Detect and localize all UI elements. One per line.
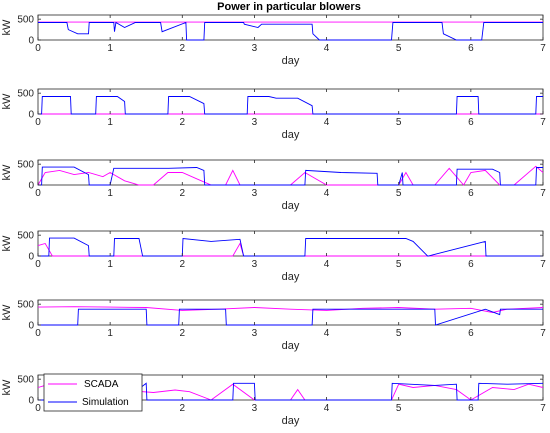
x-tick-label: 4 — [324, 117, 330, 128]
x-tick-label: 5 — [396, 403, 402, 414]
subplot-2: 0 1 2 3 4 5 6 7 0 500 day kW — [1, 88, 546, 141]
legend-label-simulation: Simulation — [82, 397, 129, 408]
axes-box — [37, 159, 544, 186]
y-axis-label: kW — [1, 379, 13, 396]
x-tick-label: 7 — [540, 259, 546, 270]
x-tick-label: 0 — [35, 259, 41, 270]
x-axis-label: day — [282, 129, 300, 141]
x-tick-label: 2 — [180, 188, 186, 199]
x-tick-label: 2 — [180, 43, 186, 54]
y-axis-label: kW — [1, 235, 13, 252]
x-tick-label: 2 — [180, 328, 186, 339]
y-tick-label: 0 — [28, 181, 34, 192]
x-tick-label: 7 — [540, 328, 546, 339]
x-tick-label: 5 — [396, 117, 402, 128]
x-tick-label: 1 — [107, 188, 113, 199]
x-axis-label: day — [282, 271, 300, 283]
x-tick-label: 4 — [324, 43, 330, 54]
y-tick-label: 0 — [28, 396, 34, 407]
x-tick-label: 6 — [468, 259, 474, 270]
x-tick-label: 6 — [468, 43, 474, 54]
x-tick-label: 4 — [324, 259, 330, 270]
y-axis-label: kW — [1, 164, 13, 181]
subplot-3: 0 1 2 3 4 5 6 7 0 500 day kW — [1, 159, 546, 212]
x-tick-label: 2 — [180, 259, 186, 270]
y-tick-label: 500 — [17, 231, 34, 242]
axes-box — [37, 299, 544, 326]
legend: SCADA Simulation — [43, 373, 143, 412]
x-tick-label: 5 — [396, 188, 402, 199]
y-tick-label: 500 — [17, 160, 34, 171]
chart-title: Power in particular blowers — [217, 1, 361, 13]
x-tick-label: 1 — [107, 43, 113, 54]
x-tick-label: 6 — [468, 403, 474, 414]
series-line-simulation — [38, 96, 543, 115]
x-tick-label: 0 — [35, 403, 41, 414]
y-tick-label: 0 — [28, 36, 34, 47]
x-tick-label: 4 — [324, 403, 330, 414]
x-tick-label: 2 — [180, 403, 186, 414]
y-tick-label: 500 — [17, 300, 34, 311]
subplot-1: 0 1 2 3 4 5 6 7 0 500 day kW — [1, 14, 546, 67]
x-axis-label: day — [282, 340, 300, 352]
x-tick-label: 3 — [252, 259, 258, 270]
series-line-simulation — [38, 237, 543, 257]
x-tick-label: 5 — [396, 259, 402, 270]
legend-box — [43, 373, 143, 412]
y-tick-label: 500 — [17, 375, 34, 386]
axes-box — [37, 88, 544, 115]
x-tick-label: 6 — [468, 188, 474, 199]
legend-label-scada: SCADA — [84, 379, 119, 390]
x-axis-label: day — [282, 200, 300, 212]
x-tick-label: 6 — [468, 328, 474, 339]
y-tick-label: 500 — [17, 89, 34, 100]
x-axis-label: day — [282, 415, 300, 427]
y-tick-label: 0 — [28, 321, 34, 332]
x-tick-label: 7 — [540, 403, 546, 414]
x-axis-label: day — [282, 55, 300, 67]
subplot-4: 0 1 2 3 4 5 6 7 0 500 day kW — [1, 230, 546, 283]
series-line-simulation — [38, 308, 543, 326]
x-tick-label: 3 — [252, 43, 258, 54]
subplot-5: 0 1 2 3 4 5 6 7 0 500 day kW — [1, 299, 546, 352]
x-tick-label: 4 — [324, 328, 330, 339]
x-tick-label: 6 — [468, 117, 474, 128]
y-tick-label: 0 — [28, 110, 34, 121]
y-axis-label: kW — [1, 19, 13, 36]
y-axis-label: kW — [1, 304, 13, 321]
x-tick-label: 7 — [540, 43, 546, 54]
x-tick-label: 0 — [35, 43, 41, 54]
axes-box — [37, 14, 544, 41]
x-tick-label: 3 — [252, 403, 258, 414]
x-tick-label: 0 — [35, 328, 41, 339]
x-tick-label: 5 — [396, 328, 402, 339]
x-tick-label: 1 — [107, 117, 113, 128]
x-tick-label: 7 — [540, 117, 546, 128]
x-tick-label: 5 — [396, 43, 402, 54]
y-tick-label: 0 — [28, 252, 34, 263]
x-tick-label: 3 — [252, 117, 258, 128]
x-tick-label: 2 — [180, 117, 186, 128]
x-tick-label: 3 — [252, 188, 258, 199]
y-tick-label: 500 — [17, 15, 34, 26]
x-tick-label: 1 — [107, 259, 113, 270]
x-tick-label: 0 — [35, 188, 41, 199]
x-tick-label: 4 — [324, 188, 330, 199]
series-line-simulation — [38, 21, 543, 41]
series-line-simulation — [38, 166, 543, 186]
x-tick-label: 7 — [540, 188, 546, 199]
x-tick-label: 1 — [107, 328, 113, 339]
x-tick-label: 3 — [252, 328, 258, 339]
x-tick-label: 0 — [35, 117, 41, 128]
y-axis-label: kW — [1, 93, 13, 110]
